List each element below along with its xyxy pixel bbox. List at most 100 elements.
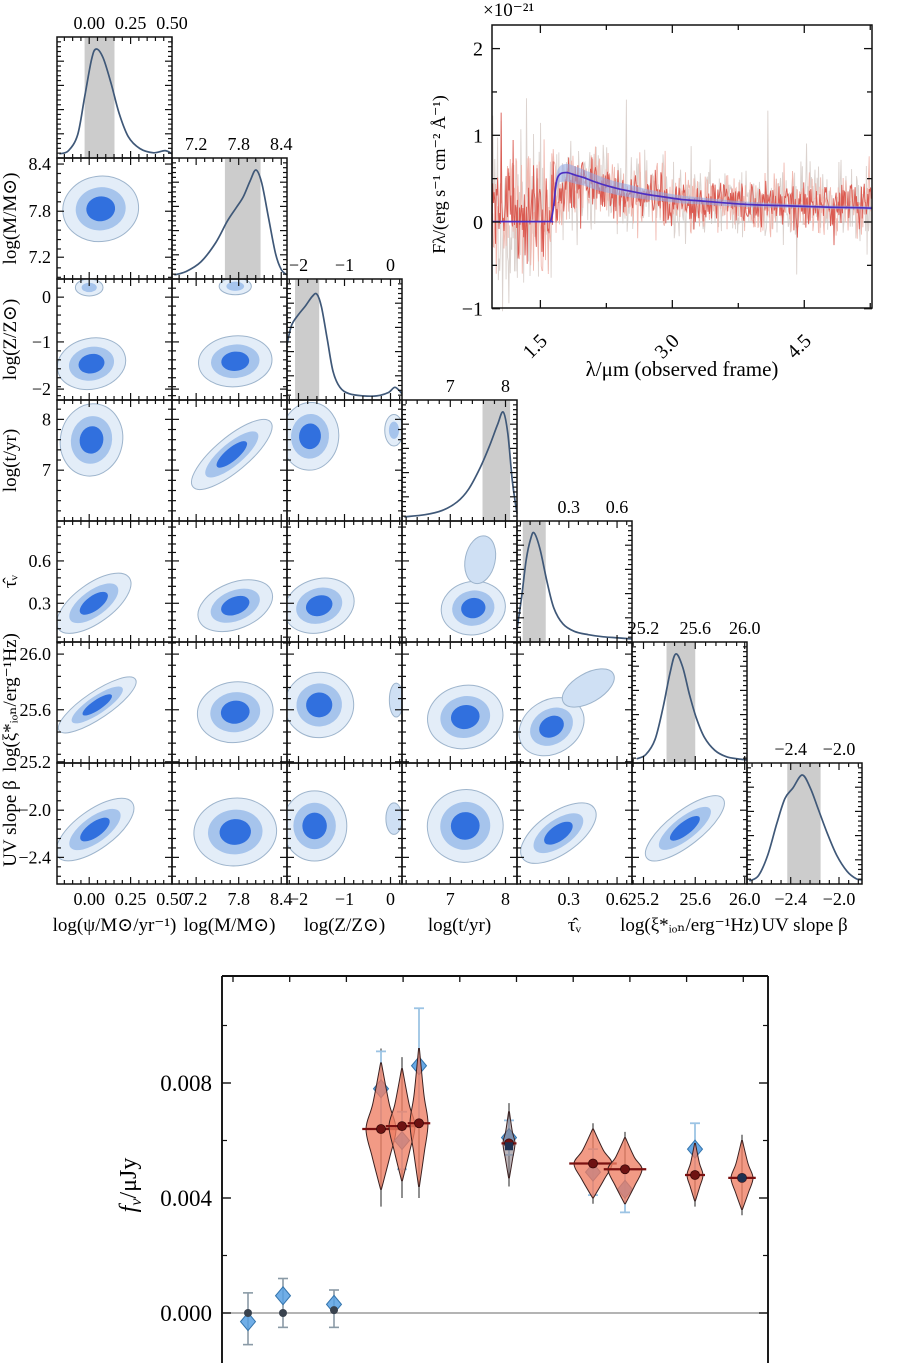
sed-x-tick: 1.5 [519, 330, 552, 363]
violin-axes: 0.000 0.004 0.008 fν/μJy [116, 975, 769, 1363]
sed-y-tick: 1 [473, 125, 483, 147]
violin-band-point [603, 1131, 647, 1214]
x-tick-label: 7.8 [227, 889, 250, 909]
top-tick-label: 7 [446, 376, 455, 396]
violin-band-point [362, 1048, 400, 1207]
kde-curve [404, 411, 518, 518]
axis-multiplier-label: ×10⁻²¹ [483, 0, 534, 21]
violin-band-point [685, 1122, 705, 1207]
corner-cell-4-1 [171, 520, 288, 643]
corner-cell-3-0 [56, 399, 173, 522]
corner-cell-6-2 [286, 762, 403, 885]
top-tick-label: 0 [386, 255, 395, 275]
top-tick-label: 0.00 [73, 13, 105, 33]
x-tick-label: 8.4 [270, 889, 293, 909]
corner-cell-5-0 [56, 641, 173, 764]
x-tick-label: −1 [335, 889, 354, 909]
y-tick-label: −2.4 [18, 847, 51, 867]
top-tick-label: 0.3 [558, 497, 581, 517]
y-tick-label: 0.3 [29, 593, 52, 613]
kde-curve [516, 531, 633, 640]
model-flux-dot [244, 1309, 252, 1317]
sed-y-tick: 0 [473, 212, 483, 234]
x-axis-label: log(t/yr) [428, 915, 491, 936]
posterior-violin [409, 1048, 429, 1187]
violin-band-point [407, 1007, 431, 1198]
corner-hist-5: 25.2 25.6 26.0 [628, 618, 761, 764]
corner-hist-0: 0.00 0.25 0.50 [56, 13, 188, 159]
error-envelope [491, 139, 872, 274]
corner-cell-6-1 [171, 762, 288, 885]
sed-spectrum-plot: 210−11.5 3.0 4.5×10⁻²¹λ/μm (observed frame… [430, 0, 873, 381]
sed-y-axis-label: Fλ/(erg s⁻¹ cm⁻² Å⁻¹) [430, 95, 450, 254]
corner-cell-4-3 [401, 520, 518, 643]
top-tick-label: 0.50 [156, 13, 188, 33]
y-tick-label: 7.8 [29, 201, 52, 221]
corner-cell-2-1 [171, 278, 288, 401]
x-tick-label: 0 [386, 889, 395, 909]
x-axis-label: log(Z/Z⊙) [304, 915, 385, 936]
corner-cell-5-4 [516, 641, 633, 764]
violin-y-axis-label: fν/μJy [116, 1158, 145, 1213]
sed-x-tick: 4.5 [783, 330, 816, 363]
corner-cell-1-0 [56, 157, 173, 280]
violin-median-dot [690, 1170, 700, 1180]
credible-band [522, 522, 546, 641]
top-tick-label: 25.2 [628, 618, 660, 638]
observed-flux-diamond [239, 1311, 257, 1332]
model-flux-dot [737, 1173, 747, 1183]
violin-median-dot [376, 1124, 386, 1134]
violin-y-tick: 0.008 [160, 1071, 212, 1096]
top-tick-label: 7.2 [185, 134, 208, 154]
violin-median-dot [397, 1121, 407, 1132]
y-tick-label: 7 [42, 460, 51, 480]
y-axis-label: τ̂ᵥ [0, 574, 21, 588]
violin-band-point [728, 1134, 756, 1216]
y-axis-label: log(Z/Z⊙) [0, 299, 21, 380]
corner-cell-6-3 [401, 762, 518, 885]
photometry-violin-plot: 0.000 0.004 0.008 fν/μJy [116, 975, 769, 1363]
kde-curve [748, 774, 863, 882]
y-axis-label: UV slope β [0, 780, 21, 866]
sed-axes: 210−11.5 3.0 4.5×10⁻²¹λ/μm (observed frame… [430, 0, 873, 381]
y-tick-label: −1 [32, 332, 51, 352]
x-tick-label: 7 [446, 889, 455, 909]
top-tick-label: 0.25 [115, 13, 147, 33]
corner-cell-6-5 [631, 762, 748, 885]
x-tick-label: 0.6 [606, 889, 629, 909]
violin-y-tick: 0.004 [160, 1186, 212, 1211]
kde-curve [286, 292, 403, 398]
y-tick-label: 0.6 [29, 551, 52, 571]
sed-x-axis-label: λ/μm (observed frame) [586, 357, 779, 381]
x-axis-label: UV slope β [761, 915, 847, 936]
violin-y-tick: 0.000 [160, 1301, 212, 1326]
y-tick-label: 25.6 [20, 700, 52, 720]
violin-band-point [569, 1123, 617, 1204]
violin-band-point [385, 1057, 419, 1198]
x-tick-label: −2.0 [823, 889, 856, 909]
corner-cell-5-3 [401, 641, 518, 764]
x-tick-label: −2 [289, 889, 308, 909]
top-tick-label: 26.0 [729, 618, 761, 638]
corner-cell-6-0 [56, 762, 173, 885]
photometry-point [274, 1277, 292, 1329]
x-tick-label: 0.3 [558, 889, 581, 909]
y-tick-label: 26.0 [20, 644, 52, 664]
x-tick-label: 25.2 [628, 889, 660, 909]
corner-hist-1: 7.2 7.8 8.4 [171, 134, 293, 280]
sed-y-tick: −1 [462, 299, 483, 321]
corner-cell-5-1 [171, 641, 288, 764]
violin-median-dot [414, 1118, 424, 1129]
y-axis-label: log(M/M⊙) [0, 173, 21, 265]
x-axis-label: log(M/M⊙) [184, 915, 276, 936]
corner-cell-3-1 [171, 399, 288, 522]
x-tick-label: 0.50 [156, 889, 188, 909]
x-tick-label: 0.25 [115, 889, 147, 909]
observed-flux-diamond [274, 1285, 292, 1306]
kde-curve [636, 653, 748, 761]
y-tick-label: 8 [42, 409, 51, 429]
credible-band [787, 764, 821, 883]
y-tick-label: −2 [32, 379, 51, 399]
